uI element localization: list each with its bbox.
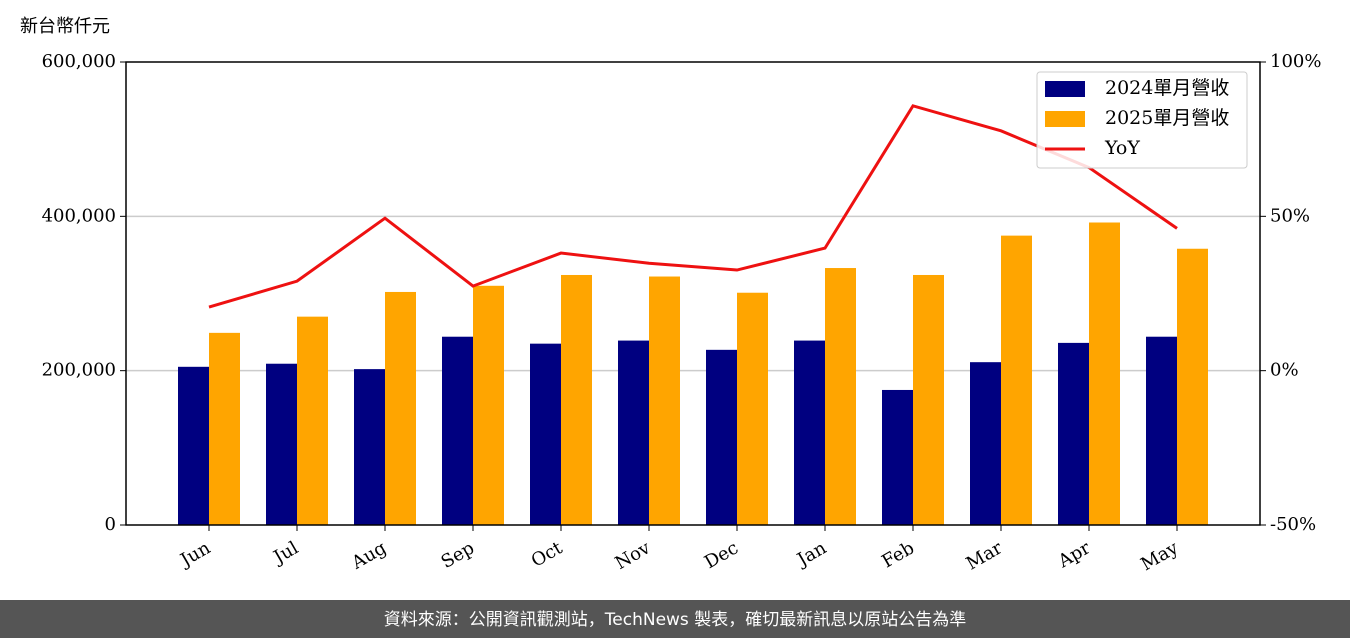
x-tick-label: May [1137,537,1182,575]
bar [473,285,504,525]
bar [266,363,297,525]
x-tick-label: Oct [528,537,567,572]
bar [1001,235,1032,525]
legend-label: YoY [1104,137,1140,159]
bar [794,340,825,525]
bar [1089,222,1120,526]
legend-label: 2025單月營收 [1105,107,1229,129]
x-tick-label: Feb [878,537,918,572]
x-tick-label: Sep [438,537,478,572]
bar [209,332,240,525]
x-tick-label: Jul [268,537,302,569]
bar [649,276,680,525]
bar [1058,342,1089,525]
legend-box [1036,71,1248,169]
legend-label: 2024單月營收 [1105,77,1229,99]
bar [882,389,913,525]
bar [618,340,649,525]
bar [297,316,328,525]
bar [825,268,856,525]
y2-tick-label: -50% [1270,514,1316,535]
y2-tick-label: 50% [1270,205,1310,226]
y-tick-label: 600,000 [42,51,116,72]
footer-bar [0,600,1350,638]
source: 資料來源：公開資訊觀測站，TechNews 製表，確切最新訊息以原站公告為準 [384,610,966,630]
y-tick-label: 200,000 [42,360,116,381]
y2-tick-label: 100% [1270,51,1321,72]
y-tick-label: 400,000 [42,205,116,226]
bar [913,274,944,525]
bar [561,274,592,525]
x-tick-label: Apr [1054,537,1094,572]
bar [970,362,1001,525]
legend-swatch [1045,81,1085,97]
bar [1177,248,1208,525]
plot-frame [125,61,1261,526]
bar [1146,336,1177,525]
bar [737,292,768,525]
bar [706,349,737,525]
bar [178,366,209,525]
x-tick-label: Jun [175,537,214,572]
bar [354,369,385,525]
y2-tick-label: 0% [1270,360,1299,381]
bar [442,336,473,525]
y-axis-label: 新台幣仟元 [20,16,110,37]
legend-swatch [1045,111,1085,127]
x-tick-label: Aug [347,537,390,574]
line [208,104,1178,309]
x-tick-label: Jan [792,537,830,571]
bar [530,343,561,525]
y-tick-label: 0 [105,514,116,535]
x-tick-label: Dec [701,537,742,573]
legend: 2024單月營收 2025單月營收 YoY [1036,71,1248,169]
bar [385,291,416,525]
x-tick-label: Mar [963,537,1007,574]
x-tick-label: Nov [612,537,655,574]
